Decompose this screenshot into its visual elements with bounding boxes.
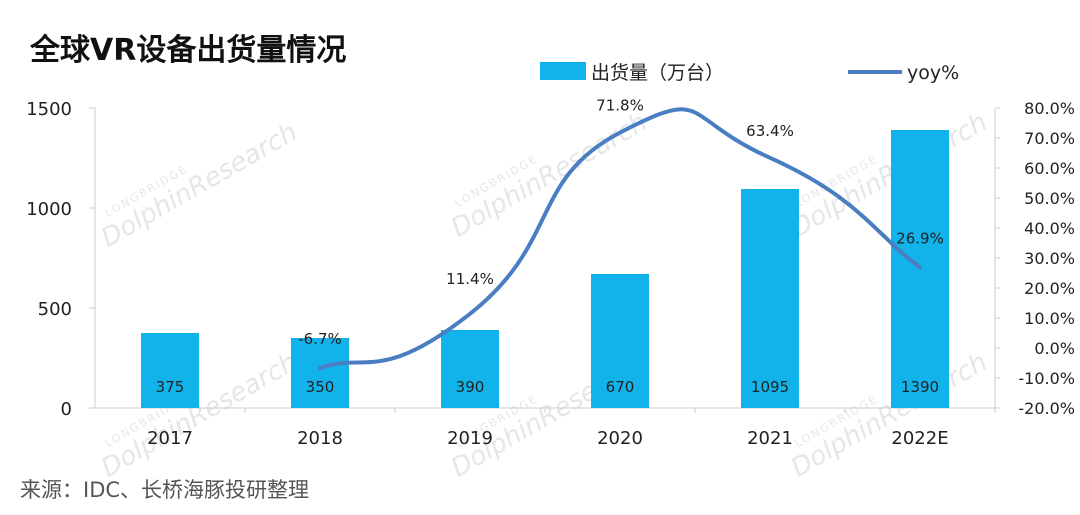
bar-value-label: 350	[306, 378, 335, 396]
left-tick-label: 1500	[26, 99, 72, 120]
x-tick-label: 2018	[297, 428, 343, 449]
right-tick-label: 30.0%	[1024, 249, 1075, 268]
right-axis-ticks: -20.0% -10.0% 0.0% 10.0% 20.0% 30.0% 40.0% 50.0…	[995, 99, 1075, 418]
bar-value-label: 1390	[901, 378, 939, 396]
yoy-labels: -6.7% 11.4% 71.8% 63.4% 26.9%	[298, 97, 944, 349]
chart-title: 全球VR设备出货量情况	[29, 33, 346, 68]
legend: 出货量（万台） yoy%	[540, 62, 959, 84]
right-tick-label: 40.0%	[1024, 219, 1075, 238]
right-tick-label: 70.0%	[1024, 129, 1075, 148]
watermark-main: DolphinResearch	[446, 107, 652, 243]
watermark-main: DolphinResearch	[96, 117, 302, 253]
watermark-main: DolphinResearch	[786, 347, 992, 483]
yoy-value-label: 11.4%	[446, 270, 494, 288]
x-tick-label: 2019	[447, 428, 493, 449]
bar	[741, 189, 799, 408]
left-axis-ticks: 0 500 1000 1500	[26, 99, 95, 420]
right-tick-label: 80.0%	[1024, 99, 1075, 118]
yoy-value-label: 71.8%	[596, 97, 644, 115]
right-tick-label: -10.0%	[1018, 369, 1075, 388]
right-tick-label: -20.0%	[1018, 399, 1075, 418]
right-tick-label: 50.0%	[1024, 189, 1075, 208]
x-tick-label: 2020	[597, 428, 643, 449]
right-tick-label: 0.0%	[1034, 339, 1075, 358]
right-tick-label: 60.0%	[1024, 159, 1075, 178]
left-tick-label: 500	[38, 299, 72, 320]
yoy-line-layer	[318, 107, 922, 371]
source-note: 来源：IDC、长桥海豚投研整理	[20, 478, 309, 502]
bar	[141, 333, 199, 408]
x-tick-label: 2017	[147, 428, 193, 449]
bar	[441, 330, 499, 408]
yoy-value-label: -6.7%	[298, 330, 342, 348]
bars	[141, 130, 949, 408]
yoy-value-label: 26.9%	[896, 229, 944, 247]
x-axis-ticks: 2017 2018 2019 2020 2021 2022E	[147, 408, 996, 449]
bar-value-label: 1095	[751, 378, 789, 396]
bar	[591, 274, 649, 408]
bar-value-label: 375	[156, 378, 185, 396]
legend-bar-label: 出货量（万台）	[591, 62, 724, 84]
left-tick-label: 0	[61, 399, 72, 420]
x-tick-label: 2021	[747, 428, 793, 449]
bar-value-label: 670	[606, 378, 635, 396]
legend-bar-swatch	[540, 62, 586, 80]
right-tick-label: 20.0%	[1024, 279, 1075, 298]
legend-line-label: yoy%	[907, 62, 959, 84]
watermark-main: DolphinResearch	[786, 107, 992, 243]
bar-labels: 375 350 390 670 1095 1390	[156, 378, 939, 396]
watermark-main: DolphinResearch	[96, 347, 302, 483]
yoy-line	[318, 107, 922, 371]
right-tick-label: 10.0%	[1024, 309, 1075, 328]
yoy-value-label: 63.4%	[746, 122, 794, 140]
x-tick-label: 2022E	[891, 428, 948, 449]
bar	[291, 338, 349, 408]
left-tick-label: 1000	[26, 199, 72, 220]
bar-value-label: 390	[456, 378, 485, 396]
